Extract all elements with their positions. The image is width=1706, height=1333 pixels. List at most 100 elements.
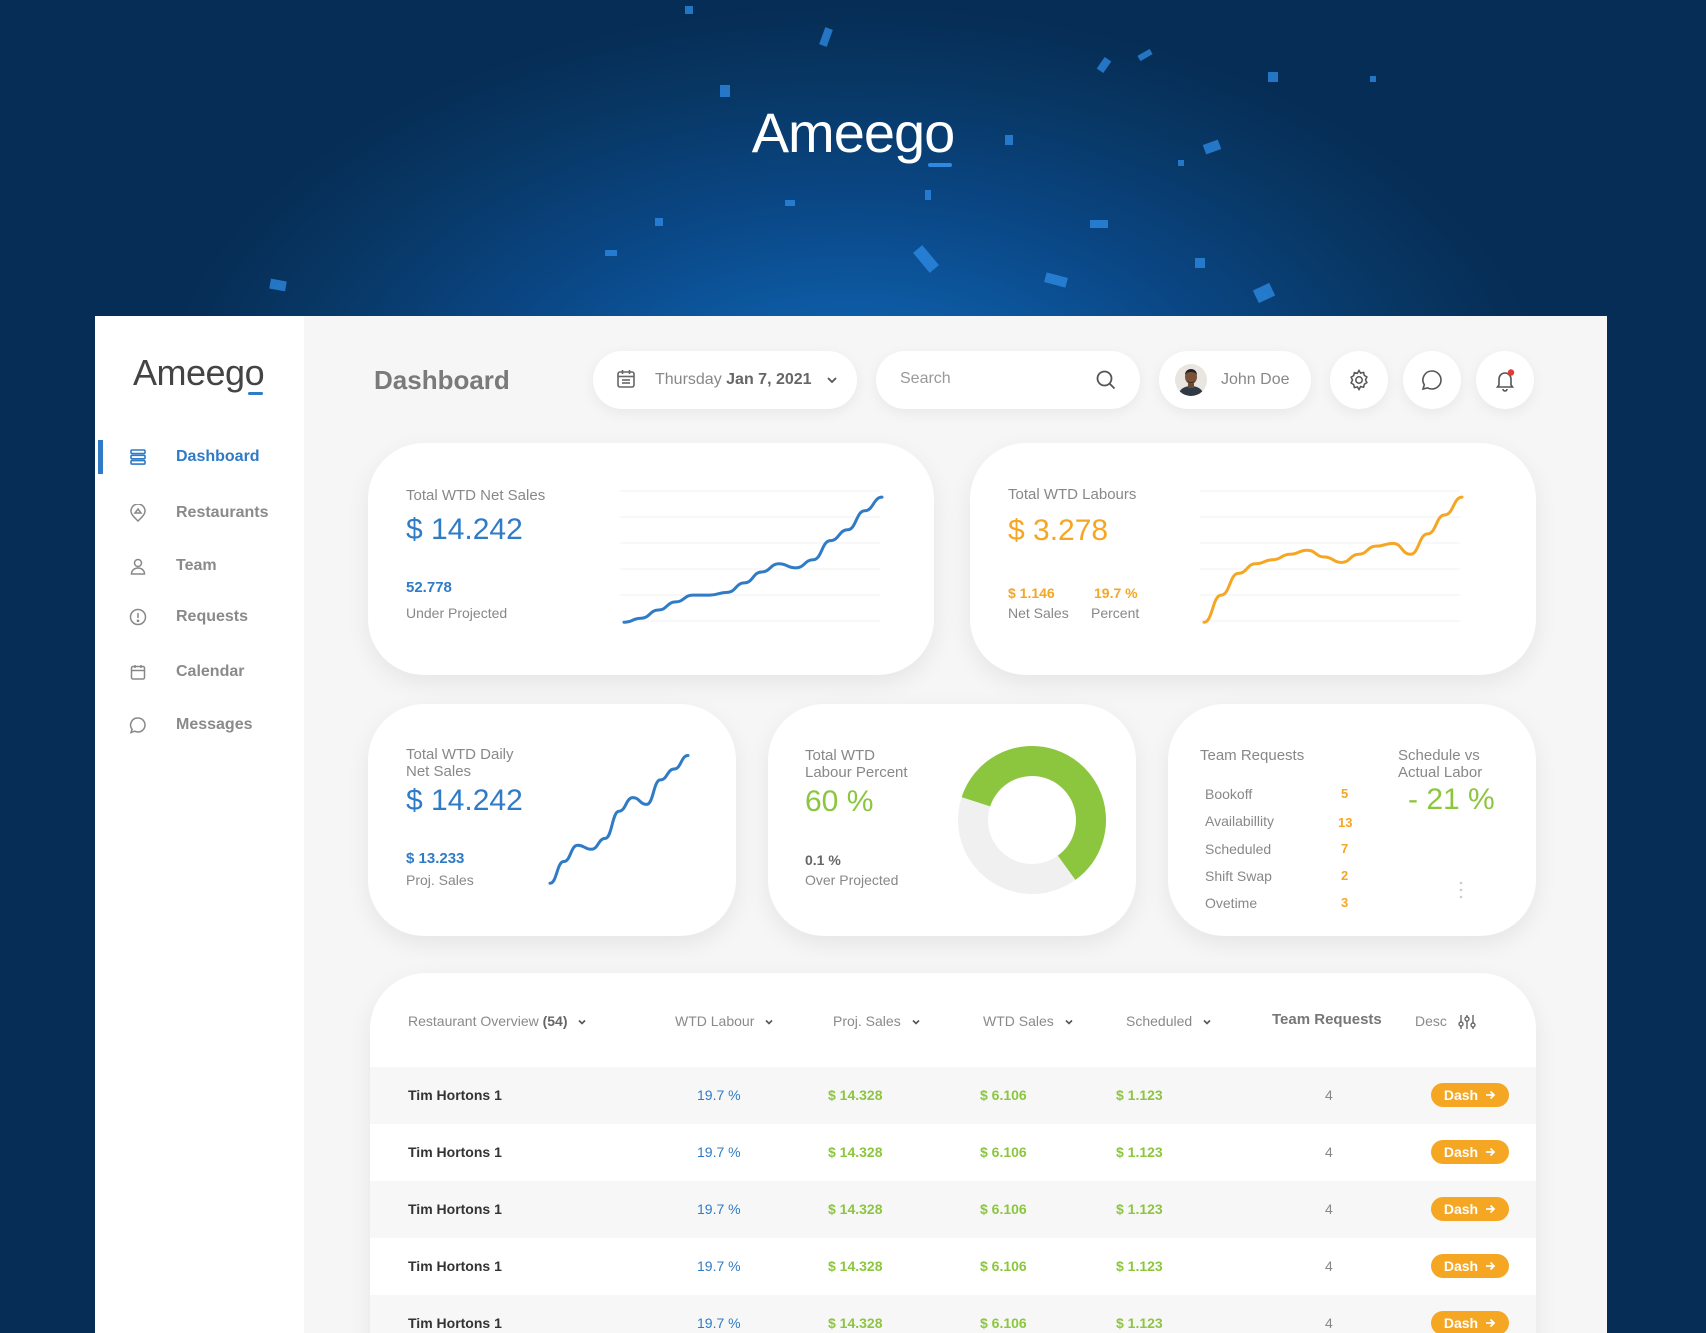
restaurant-name[interactable]: Tim Hortons 1 [408,1258,502,1274]
sidebar-logo[interactable]: Ameego [133,352,265,395]
sub-value: $ 13.233 [406,850,465,867]
sliders-icon [1458,1015,1476,1030]
request-count: 3 [1341,895,1349,910]
restaurant-count: (54) [542,1013,568,1029]
dash-button[interactable]: Dash [1431,1311,1509,1333]
labour-cell: 19.7 % [697,1315,741,1331]
column-label: WTD Labour [675,1013,755,1029]
date-value: Jan 7, 2021 [726,371,812,388]
column-header-wtd-sales[interactable]: WTD Sales [983,1013,1074,1029]
column-header-overview[interactable]: Restaurant Overview (54) [408,1013,587,1029]
labour-cell: 19.7 % [697,1258,741,1274]
confetti-background [269,6,1376,304]
arrow-right-icon [1486,1090,1496,1100]
table-row[interactable]: Tim Hortons 1 19.7 % $ 14.328 $ 6.106 $ … [370,1181,1536,1238]
sidebar-item-label: Restaurants [176,504,269,521]
table-row[interactable]: Tim Hortons 1 19.7 % $ 14.328 $ 6.106 $ … [370,1295,1536,1333]
net-sales-value: $ 1.146 [1008,585,1055,601]
sidebar-item-label: Messages [176,716,253,733]
request-count: 2 [1341,868,1349,883]
request-type: Ovetime [1205,895,1258,911]
team-requests-cell: 4 [1325,1087,1333,1103]
chevron-down-icon [827,377,837,384]
column-label: Scheduled [1126,1013,1193,1029]
search-input[interactable] [898,369,1082,389]
sidebar-item-calendar[interactable]: Calendar [95,655,304,689]
date-picker[interactable]: Thursday Jan 7, 2021 [593,351,857,409]
restaurant-name[interactable]: Tim Hortons 1 [408,1201,502,1217]
search-icon[interactable] [1094,368,1118,392]
scheduled-cell: $ 1.123 [1116,1258,1163,1274]
dash-label: Dash [1443,1087,1479,1103]
avatar [1175,364,1207,396]
calendar-icon [130,665,146,680]
sidebar-item-label: Dashboard [176,448,260,465]
labour-cell: 19.7 % [697,1201,741,1217]
date-text: Thursday Jan 7, 2021 [655,371,812,389]
trend-line [622,495,884,624]
column-header-labour[interactable]: WTD Labour [675,1013,774,1029]
gear-icon [1350,369,1368,392]
table-row[interactable]: Tim Hortons 1 19.7 % $ 14.328 $ 6.106 $ … [370,1238,1536,1295]
location-icon [130,504,146,522]
team-requests-cell: 4 [1325,1144,1333,1160]
team-requests-cell: 4 [1325,1201,1333,1217]
request-type: Shift Swap [1205,868,1272,884]
schedule-value: - 21 % [1408,783,1495,816]
chevron-down-icon [765,1020,773,1025]
chevron-down-icon [1065,1020,1073,1025]
restaurant-name[interactable]: Tim Hortons 1 [408,1144,502,1160]
sidebar-item-requests[interactable]: Requests [95,600,304,634]
dash-button[interactable]: Dash [1431,1197,1509,1221]
sidebar-item-team[interactable]: Team [95,549,304,583]
donut-fill [958,746,1106,894]
column-header-scheduled[interactable]: Scheduled [1126,1013,1212,1029]
net-sales-label: Net Sales [1008,605,1069,621]
trend-line [1202,495,1464,624]
restaurant-name[interactable]: Tim Hortons 1 [408,1315,502,1331]
column-header-proj-sales[interactable]: Proj. Sales [833,1013,921,1029]
messages-button[interactable] [1403,351,1461,409]
dash-button[interactable]: Dash [1431,1140,1509,1164]
scheduled-cell: $ 1.123 [1116,1087,1163,1103]
restaurant-name[interactable]: Tim Hortons 1 [408,1087,502,1103]
proj-sales-cell: $ 14.328 [828,1201,883,1217]
list-item: Bookoff 5 [1205,786,1355,802]
notifications-button[interactable] [1476,351,1534,409]
sidebar-item-label: Team [176,557,217,574]
column-header-team-requests[interactable]: Team Requests [1272,1011,1382,1028]
search-box [876,351,1140,409]
proj-sales-cell: $ 14.328 [828,1087,883,1103]
proj-sales-cell: $ 14.328 [828,1315,883,1331]
sidebar: Ameego Dashboard Restaurants Team Reques… [95,316,304,1333]
daily-net-sales-card: Total WTD Daily Net Sales $ 14.242 $ 13.… [368,704,736,936]
list-item: Ovetime 3 [1205,895,1355,911]
table-row[interactable]: Tim Hortons 1 19.7 % $ 14.328 $ 6.106 $ … [370,1067,1536,1124]
schedule-title-line2: Actual Labor [1398,764,1483,781]
sort-desc-control[interactable]: Desc [1415,1013,1477,1031]
table-row[interactable]: Tim Hortons 1 19.7 % $ 14.328 $ 6.106 $ … [370,1124,1536,1181]
card-value: $ 3.278 [1008,514,1109,547]
sidebar-item-dashboard[interactable]: Dashboard [95,440,304,474]
sub-value: 0.1 % [805,852,841,868]
chevron-down-icon [578,1020,586,1025]
more-vertical-icon[interactable] [1458,880,1464,900]
hero-logo: Ameego [751,101,955,167]
sidebar-item-label: Requests [176,608,249,625]
daily-net-sales-trend-chart [548,753,690,885]
settings-button[interactable] [1330,351,1388,409]
sidebar-item-restaurants[interactable]: Restaurants [95,496,304,530]
sidebar-item-messages[interactable]: Messages [95,708,304,742]
sort-label: Desc [1415,1013,1447,1029]
net-sales-trend-chart [620,490,884,624]
proj-sales-cell: $ 14.328 [828,1258,883,1274]
scheduled-cell: $ 1.123 [1116,1315,1163,1331]
dash-button[interactable]: Dash [1431,1254,1509,1278]
column-label: WTD Sales [983,1013,1054,1029]
dash-button[interactable]: Dash [1431,1083,1509,1107]
request-count: 13 [1338,815,1353,830]
team-requests-cell: 4 [1325,1315,1333,1331]
card-value: $ 14.242 [406,784,523,817]
user-menu[interactable]: John Doe [1159,351,1311,409]
labour-percent-card: Total WTD Labour Percent 60 % 0.1 % Over… [768,704,1136,936]
